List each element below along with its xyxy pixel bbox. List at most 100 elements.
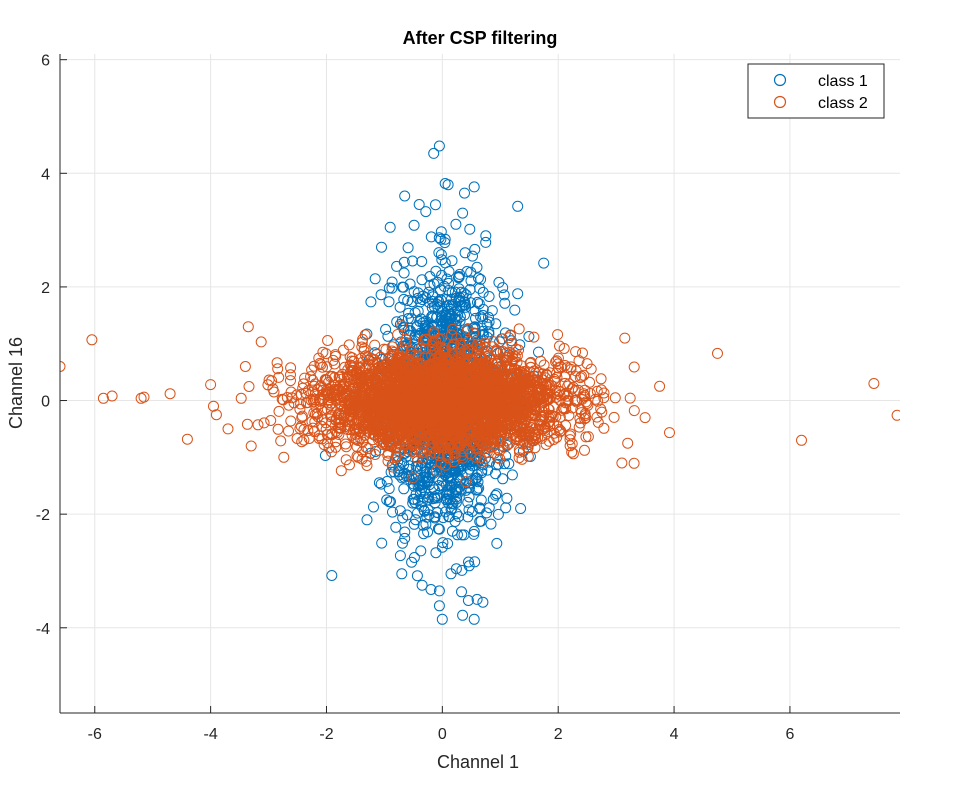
- scatter-point: [399, 190, 411, 202]
- scatter-point: [468, 613, 480, 625]
- scatter-point: [471, 593, 483, 605]
- scatter-point: [491, 488, 503, 500]
- scatter-point: [581, 358, 593, 370]
- scatter-point: [351, 376, 363, 388]
- scatter-point: [415, 545, 427, 557]
- scatter-point: [445, 568, 457, 580]
- series-2: [60, 320, 900, 488]
- scatter-point: [451, 332, 463, 344]
- scatter-point: [412, 292, 424, 304]
- scatter-point: [459, 309, 470, 321]
- scatter-point: [407, 472, 419, 484]
- scatter-point: [497, 394, 509, 406]
- scatter-point: [433, 232, 445, 244]
- scatter-point: [506, 337, 518, 349]
- scatter-point: [358, 343, 370, 354]
- scatter-point: [417, 317, 429, 329]
- scatter-point: [477, 596, 489, 608]
- scatter-point: [485, 518, 497, 530]
- scatter-point: [327, 354, 339, 366]
- scatter-point: [425, 584, 437, 595]
- scatter-point: [507, 428, 519, 440]
- scatter-point: [283, 425, 294, 437]
- scatter-point: [491, 537, 503, 549]
- scatter-point: [407, 493, 419, 505]
- scatter-point: [472, 363, 484, 375]
- scatter-point: [291, 433, 303, 444]
- scatter-point: [382, 450, 394, 461]
- scatter-point: [371, 375, 383, 387]
- scatter-point: [288, 397, 300, 409]
- scatter-point: [558, 343, 570, 354]
- scatter-point: [391, 260, 403, 272]
- scatter-point: [390, 450, 402, 462]
- scatter-point: [420, 414, 432, 426]
- scatter-point: [366, 376, 378, 388]
- scatter-point: [417, 294, 428, 306]
- scatter-point: [560, 420, 572, 431]
- scatter-point: [373, 444, 385, 456]
- scatter-point: [513, 444, 525, 456]
- scatter-point: [433, 585, 445, 597]
- chart-title: After CSP filtering: [403, 28, 558, 48]
- scatter-point: [296, 410, 308, 422]
- scatter-point: [415, 414, 427, 426]
- scatter-point: [398, 483, 410, 495]
- scatter-point: [368, 429, 380, 441]
- scatter-point: [317, 361, 328, 373]
- scatter-point: [490, 344, 502, 356]
- scatter-point: [444, 312, 456, 324]
- scatter-point: [366, 410, 378, 422]
- scatter-point: [412, 507, 423, 519]
- scatter-point: [252, 419, 264, 431]
- scatter-point: [628, 405, 640, 417]
- scatter-point: [405, 361, 417, 373]
- scatter-point: [450, 406, 462, 418]
- scatter-point: [415, 357, 427, 369]
- scatter-point: [396, 320, 408, 332]
- scatter-point: [313, 433, 325, 444]
- scatter-point: [321, 361, 333, 373]
- scatter-point: [479, 341, 491, 353]
- scatter-point: [446, 341, 458, 353]
- scatter-point: [585, 363, 597, 375]
- scatter-point: [410, 514, 422, 526]
- scatter-point: [577, 347, 588, 359]
- scatter-point: [417, 452, 429, 464]
- scatter-point: [501, 492, 513, 504]
- scatter-point: [386, 341, 398, 353]
- scatter-point: [462, 324, 474, 335]
- scatter-point: [383, 415, 395, 427]
- scatter-point: [472, 476, 484, 488]
- scatter-point: [376, 537, 388, 549]
- plot-area: [60, 140, 900, 625]
- scatter-point: [428, 326, 440, 338]
- scatter-point: [408, 480, 420, 492]
- scatter-point: [412, 480, 424, 492]
- scatter-point: [408, 286, 420, 298]
- scatter-point: [428, 301, 440, 313]
- scatter-point: [397, 343, 409, 355]
- scatter-point: [431, 465, 442, 477]
- scatter-point: [548, 418, 559, 430]
- scatter-point: [398, 459, 410, 471]
- scatter-point: [426, 397, 438, 409]
- scatter-point: [326, 370, 338, 382]
- scatter-point: [539, 421, 551, 433]
- scatter-point: [434, 349, 446, 361]
- scatter-point: [453, 398, 465, 410]
- scatter-point: [472, 296, 483, 308]
- scatter-point: [384, 221, 396, 233]
- scatter-point: [387, 506, 398, 518]
- scatter-point: [544, 420, 556, 432]
- scatter-point: [394, 318, 406, 330]
- scatter-point: [509, 304, 521, 316]
- scatter-point: [483, 379, 495, 391]
- scatter-point: [503, 458, 515, 470]
- scatter-point: [457, 609, 469, 621]
- scatter-point: [492, 508, 504, 520]
- scatter-point: [523, 331, 535, 342]
- scatter-point: [559, 377, 571, 389]
- scatter-point: [554, 394, 566, 406]
- scatter-point: [455, 438, 467, 450]
